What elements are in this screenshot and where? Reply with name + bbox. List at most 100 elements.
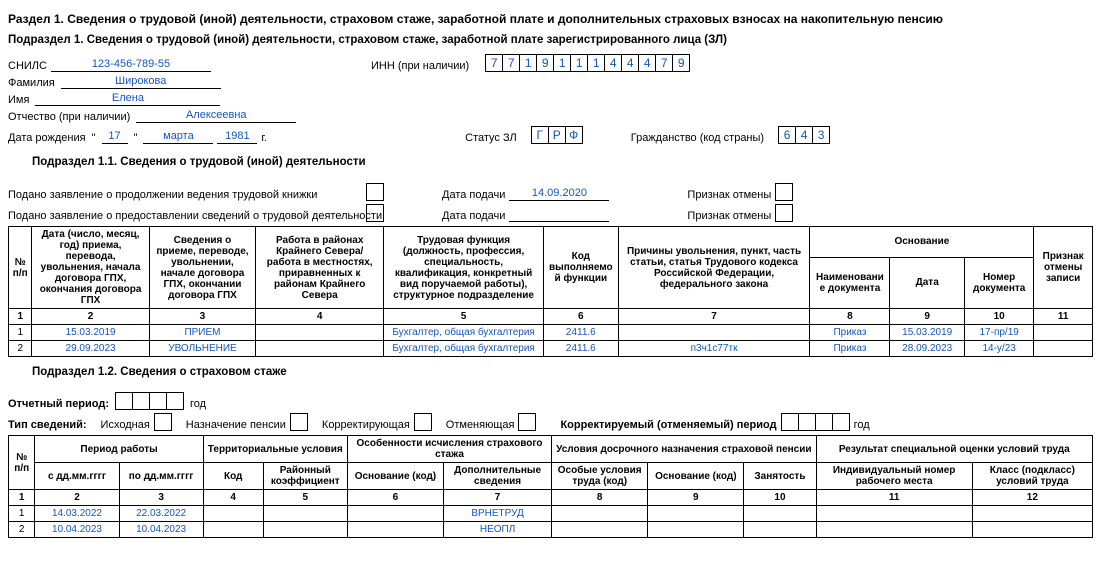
t1-cell: 15.03.2019 <box>32 325 149 341</box>
char-box[interactable]: 7 <box>485 54 503 72</box>
t2-h-result: Результат специальной оценки условий тру… <box>816 436 1092 463</box>
t2-h-n: № п/п <box>9 436 35 490</box>
t2-cell <box>263 522 347 538</box>
surname-label: Фамилия <box>8 77 55 89</box>
filing-date-label-2: Дата подачи <box>442 210 505 222</box>
char-box[interactable]: 4 <box>621 54 639 72</box>
t2-h-add: Дополнительные сведения <box>443 463 551 490</box>
it-initial: Исходная <box>101 419 150 431</box>
t2-h-spec: Особые условия труда (код) <box>552 463 648 490</box>
citizenship-boxes[interactable]: 643 <box>778 126 830 144</box>
table-row: 229.09.2023УВОЛЬНЕНИЕБухгалтер, общая бу… <box>9 341 1093 357</box>
char-box[interactable]: 3 <box>812 126 830 144</box>
t2-cell <box>816 522 972 538</box>
char-box[interactable]: Г <box>531 126 549 144</box>
it-initial-check[interactable] <box>154 413 172 431</box>
filing-info-check[interactable] <box>366 204 384 222</box>
period-boxes[interactable] <box>115 392 184 410</box>
t1-idx-cell: 6 <box>544 309 619 325</box>
char-box[interactable]: 1 <box>519 54 537 72</box>
it-cancelling: Отменяющая <box>446 419 515 431</box>
t2-idx-cell: 5 <box>263 490 347 506</box>
char-box[interactable]: 9 <box>672 54 690 72</box>
char-box[interactable]: 1 <box>587 54 605 72</box>
status-label: Статус ЗЛ <box>465 132 517 144</box>
t2-cell <box>552 522 648 538</box>
t2-cell <box>347 506 443 522</box>
char-box[interactable]: Ф <box>565 126 583 144</box>
surname-value[interactable]: Широкова <box>61 75 221 89</box>
it-pension-check[interactable] <box>290 413 308 431</box>
t2-h-terr: Территориальные условия <box>203 436 347 463</box>
filing-continue-date[interactable]: 14.09.2020 <box>509 187 609 201</box>
t2-cell <box>203 506 263 522</box>
t2-h-from: с дд.мм.гггг <box>35 463 119 490</box>
filing-cancel-check-1[interactable] <box>775 183 793 201</box>
t1-cell: 28.09.2023 <box>890 341 965 357</box>
char-box[interactable]: 9 <box>536 54 554 72</box>
t2-idx-cell: 7 <box>443 490 551 506</box>
char-box[interactable]: 1 <box>570 54 588 72</box>
t2-idx-cell: 9 <box>648 490 744 506</box>
dob-year[interactable]: 1981 <box>217 130 257 144</box>
t2-cell: 1 <box>9 506 35 522</box>
t2-cell: 22.03.2022 <box>119 506 203 522</box>
char-box[interactable]: 7 <box>502 54 520 72</box>
t1-h-n: № п/п <box>9 227 32 309</box>
t2-cell <box>972 506 1092 522</box>
dob-month[interactable]: марта <box>143 130 213 144</box>
it-cancelling-check[interactable] <box>518 413 536 431</box>
t2-cell <box>552 506 648 522</box>
char-box[interactable]: Р <box>548 126 566 144</box>
snils-label: СНИЛС <box>8 60 47 72</box>
inn-boxes[interactable]: 771911144479 <box>485 54 690 72</box>
t2-idx-cell: 12 <box>972 490 1092 506</box>
t2-cell <box>816 506 972 522</box>
t2-cell: 14.03.2022 <box>35 506 119 522</box>
t2-idx-cell: 4 <box>203 490 263 506</box>
t1-cell <box>618 325 810 341</box>
t2-cell <box>203 522 263 538</box>
table-row: 115.03.2019ПРИЕМБухгалтер, общая бухгалт… <box>9 325 1093 341</box>
it-correcting-check[interactable] <box>414 413 432 431</box>
t2-h-coef: Районный коэффициент <box>263 463 347 490</box>
table-row: 210.04.202310.04.2023НЕОПЛ <box>9 522 1093 538</box>
char-box[interactable]: 4 <box>795 126 813 144</box>
t1-h-c2: Дата (число, месяц, год) приема, перевод… <box>32 227 149 309</box>
t2-h-to: по дд.мм.гггг <box>119 463 203 490</box>
char-box[interactable]: 4 <box>638 54 656 72</box>
t1-idx-cell: 7 <box>618 309 810 325</box>
patronymic-value[interactable]: Алексеевна <box>136 109 296 123</box>
t2-h-feat: Особенности исчисления страхового стажа <box>347 436 551 463</box>
t1-cell: 14-у/23 <box>965 341 1034 357</box>
name-value[interactable]: Елена <box>35 92 220 106</box>
t2-h-bc: Основание (код) <box>347 463 443 490</box>
t1-h-c10: Номер документа <box>965 257 1034 309</box>
t2-h-emp: Занятость <box>744 463 816 490</box>
dob-day[interactable]: 17 <box>102 130 128 144</box>
char-box[interactable]: 7 <box>655 54 673 72</box>
section1-title: Раздел 1. Сведения о трудовой (иной) дея… <box>8 12 1093 26</box>
t1-cell: Приказ <box>810 341 890 357</box>
filing-info-date[interactable] <box>509 220 609 222</box>
it-period-boxes[interactable] <box>781 413 850 431</box>
filing-continue-check[interactable] <box>366 183 384 201</box>
t1-cell: ПРИЕМ <box>149 325 256 341</box>
t2-cell <box>744 522 816 538</box>
filing-cancel-check-2[interactable] <box>775 204 793 222</box>
char-box[interactable]: 1 <box>553 54 571 72</box>
sub11-title: Подраздел 1.1. Сведения о трудовой (иной… <box>26 153 372 171</box>
filing-date-label-1: Дата подачи <box>442 189 505 201</box>
filing-cancel-label-1: Признак отмены <box>687 189 771 201</box>
char-box[interactable]: 4 <box>604 54 622 72</box>
t2-cell: 2 <box>9 522 35 538</box>
t1-h-c6: Код выполняемой функции <box>544 227 619 309</box>
status-boxes[interactable]: ГРФ <box>531 126 583 144</box>
t1-cell: 2411.6 <box>544 325 619 341</box>
t1-idx-cell: 1 <box>9 309 32 325</box>
t2-cell <box>347 522 443 538</box>
char-box[interactable]: 6 <box>778 126 796 144</box>
snils-value[interactable]: 123-456-789-55 <box>51 58 211 72</box>
subsection1-title: Подраздел 1. Сведения о трудовой (иной) … <box>8 34 1093 46</box>
t2-h-class: Класс (подкласс) условий труда <box>972 463 1092 490</box>
